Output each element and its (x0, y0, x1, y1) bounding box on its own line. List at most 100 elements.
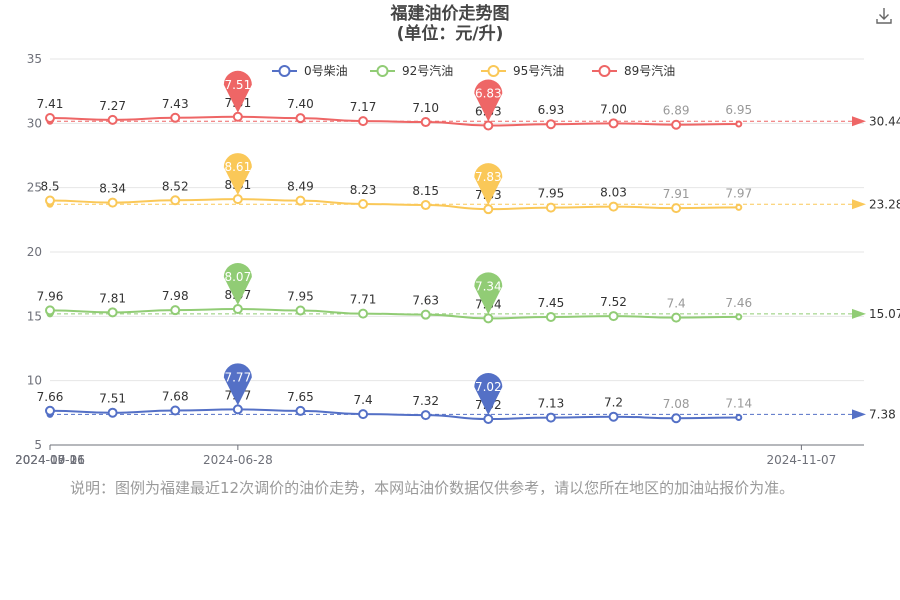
data-point (107, 197, 118, 208)
average-lines: 7.38 15.07 23.28 30.44 (46, 114, 900, 421)
data-point (671, 119, 682, 130)
data-point (735, 313, 743, 321)
data-label: 8.5 (40, 180, 59, 194)
legend-item-label[interactable]: 89号汽油 (624, 63, 675, 78)
max-pin-label: 8.07 (224, 270, 251, 284)
legend[interactable]: 0号柴油 92号汽油 95号汽油 89号汽油 (272, 63, 675, 78)
data-point (420, 200, 431, 211)
axes: 5 10 15 20 25 30 35 2024-05-16 2024-06-28 2024-07… (15, 52, 864, 467)
max-pin-label: 7.51 (224, 78, 251, 92)
data-point (358, 199, 369, 210)
x-tick-label: 2024-10-11 (15, 453, 85, 467)
data-label: 7.14 (725, 396, 752, 410)
data-point (483, 204, 494, 215)
data-point (358, 308, 369, 319)
max-pin (223, 363, 252, 406)
data-label: 8.03 (600, 186, 627, 200)
min-pin (474, 79, 503, 122)
data-label: 7.81 (99, 291, 126, 305)
data-point (232, 111, 243, 122)
data-point (45, 405, 55, 416)
data-point (358, 409, 369, 420)
data-point (671, 312, 682, 323)
data-label: 7.98 (162, 289, 189, 303)
chart-note: 说明：图例为福建最近12次调价的油价走势，本网站油价数据仅供参考，请以您所在地区… (70, 479, 795, 497)
series-line (49, 307, 739, 320)
data-point (608, 201, 619, 212)
min-pin (474, 272, 503, 315)
series-line (49, 198, 739, 211)
data-point (420, 410, 431, 421)
series-line (49, 408, 739, 421)
legend-marker (487, 65, 500, 77)
data-point (295, 195, 306, 206)
data-point (45, 195, 55, 206)
data-point (232, 404, 243, 415)
max-pin (223, 262, 252, 305)
chart-title-line2: (单位：元/升) (396, 24, 504, 44)
data-label: 7.08 (663, 397, 690, 411)
average-label: 30.44 (869, 114, 900, 128)
legend-marker (598, 65, 611, 77)
data-label: 7.65 (287, 390, 314, 404)
y-tick-label: 10 (27, 374, 42, 388)
x-tick-label: 2024-05-16 (15, 453, 85, 467)
average-line-arrow (852, 409, 866, 420)
data-label: 7.45 (538, 296, 565, 310)
download-icon[interactable] (874, 6, 894, 26)
data-point (358, 116, 369, 127)
min-pin-label: 7.83 (475, 170, 502, 184)
min-pin-label: 7.02 (475, 380, 502, 394)
data-label: 7.17 (350, 100, 377, 114)
data-label: 6.89 (663, 104, 690, 118)
series-lines (45, 111, 743, 425)
data-point (735, 203, 743, 211)
min-pin-label: 6.83 (475, 87, 502, 101)
data-label: 7.2 (604, 396, 623, 410)
average-label: 7.38 (869, 407, 896, 421)
data-label: 7.00 (600, 102, 627, 116)
data-label: 7.71 (350, 293, 377, 307)
max-pin-label: 8.61 (224, 160, 251, 174)
data-point (483, 414, 494, 425)
y-tick-label: 15 (27, 309, 42, 323)
min-pin (474, 163, 503, 206)
data-label: 7.32 (412, 394, 439, 408)
data-label: 8.52 (162, 179, 189, 193)
data-point (107, 114, 118, 125)
data-label: 7.27 (99, 99, 126, 113)
data-point (545, 119, 556, 130)
average-line-arrow (852, 116, 866, 127)
average-label: 23.28 (869, 197, 900, 211)
extreme-markers: 7.77 7.02 8.07 7.34 8.61 7.83 7.51 6.83 (223, 70, 503, 416)
series-line (49, 115, 739, 127)
data-label: 6.95 (725, 103, 752, 117)
data-point (608, 118, 619, 129)
legend-item-label[interactable]: 95号汽油 (513, 63, 564, 78)
legend-marker (376, 65, 389, 77)
data-label: 8.15 (412, 184, 439, 198)
legend-item-label[interactable]: 92号汽油 (402, 63, 453, 78)
chart-title: 福建油价走势图 (单位：元/升) (0, 4, 900, 44)
data-point (170, 405, 181, 416)
average-line-arrow (852, 199, 866, 210)
x-tick-label: 2024-07-26 (15, 453, 85, 467)
data-point (735, 413, 743, 421)
x-tick-label: 2024-11-07 (767, 453, 837, 467)
data-point (735, 120, 743, 128)
y-tick-label: 20 (27, 245, 42, 259)
data-label: 7.40 (287, 97, 314, 111)
data-label: 7.51 (99, 392, 126, 406)
data-label: 6.93 (538, 103, 565, 117)
average-line-arrow (852, 308, 866, 319)
data-label: 8.49 (287, 180, 314, 194)
data-point (232, 194, 243, 205)
data-point (483, 313, 494, 324)
y-tick-label: 25 (27, 181, 42, 195)
average-label: 15.07 (869, 307, 900, 321)
data-point (295, 113, 306, 124)
legend-item-label[interactable]: 0号柴油 (304, 64, 348, 78)
data-point (671, 413, 682, 424)
data-point (45, 305, 55, 316)
data-label: 7.41 (37, 97, 64, 111)
